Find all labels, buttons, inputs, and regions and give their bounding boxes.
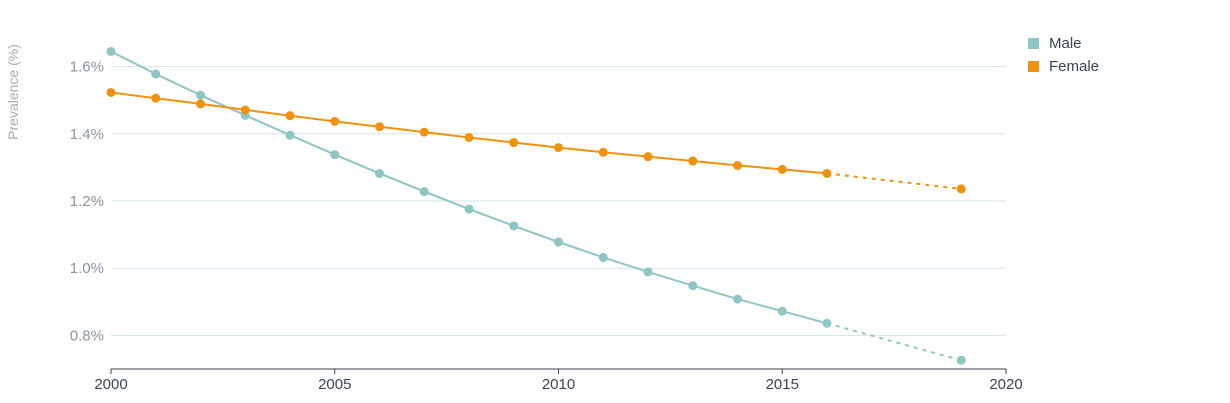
point-male	[419, 187, 429, 197]
legend: Male Female	[1028, 32, 1099, 78]
projection-line-female	[826, 172, 962, 190]
point-male	[151, 69, 161, 79]
point-female	[598, 147, 608, 157]
point-male	[777, 306, 787, 316]
point-female	[509, 138, 519, 148]
legend-label-female: Female	[1049, 58, 1100, 75]
point-male	[956, 355, 966, 365]
point-female	[375, 122, 384, 132]
y-tick-label: 1.4%	[70, 126, 104, 143]
x-tick-label: 2010	[542, 376, 575, 393]
point-female	[240, 105, 250, 115]
point-female	[464, 132, 474, 142]
point-female	[643, 152, 653, 162]
series-group	[106, 46, 966, 365]
point-male	[196, 90, 205, 100]
point-male	[643, 267, 653, 277]
point-male	[330, 150, 340, 160]
grid	[111, 66, 1006, 336]
point-male	[375, 168, 384, 178]
point-male	[106, 46, 116, 56]
point-male	[598, 252, 608, 262]
legend-label-male: Male	[1049, 35, 1082, 52]
point-female	[151, 93, 161, 103]
point-female	[688, 156, 698, 166]
y-axis-label: Prevalence (%)	[5, 44, 21, 140]
point-male	[554, 237, 563, 247]
y-tick-label: 1.2%	[70, 193, 104, 210]
legend-item-male[interactable]: Male	[1028, 32, 1099, 55]
x-tick-label: 2015	[766, 376, 799, 393]
point-male	[733, 294, 742, 304]
point-female	[777, 164, 787, 174]
x-tick-label: 2005	[318, 376, 351, 393]
series-male	[106, 46, 966, 365]
point-female	[554, 143, 563, 153]
point-female	[822, 168, 832, 178]
y-tick-label: 1.0%	[70, 260, 104, 277]
legend-item-female[interactable]: Female	[1028, 55, 1099, 78]
point-female	[419, 127, 429, 137]
point-female	[733, 160, 742, 170]
point-female	[956, 184, 966, 194]
line-male	[110, 50, 828, 325]
x-tick-label: 2000	[94, 376, 127, 393]
y-axis-ticks: 0.8% 1.0% 1.2% 1.4% 1.6%	[70, 59, 104, 345]
point-female	[196, 99, 205, 109]
point-male	[285, 130, 295, 140]
point-female	[285, 111, 295, 121]
series-female	[106, 87, 966, 194]
legend-swatch-male	[1028, 38, 1039, 49]
point-male	[464, 204, 474, 214]
point-female	[106, 87, 116, 97]
line-female	[110, 91, 828, 175]
y-tick-label: 0.8%	[70, 327, 104, 344]
x-tick-label: 2020	[989, 376, 1022, 393]
point-male	[509, 221, 519, 231]
point-male	[822, 318, 832, 328]
point-female	[330, 116, 340, 126]
legend-swatch-female	[1028, 61, 1039, 72]
y-tick-label: 1.6%	[70, 59, 104, 76]
point-male	[688, 281, 698, 291]
x-axis-ticks: 2000 2005 2010 2015 2020	[94, 369, 1023, 393]
projection-line-male	[826, 322, 962, 362]
